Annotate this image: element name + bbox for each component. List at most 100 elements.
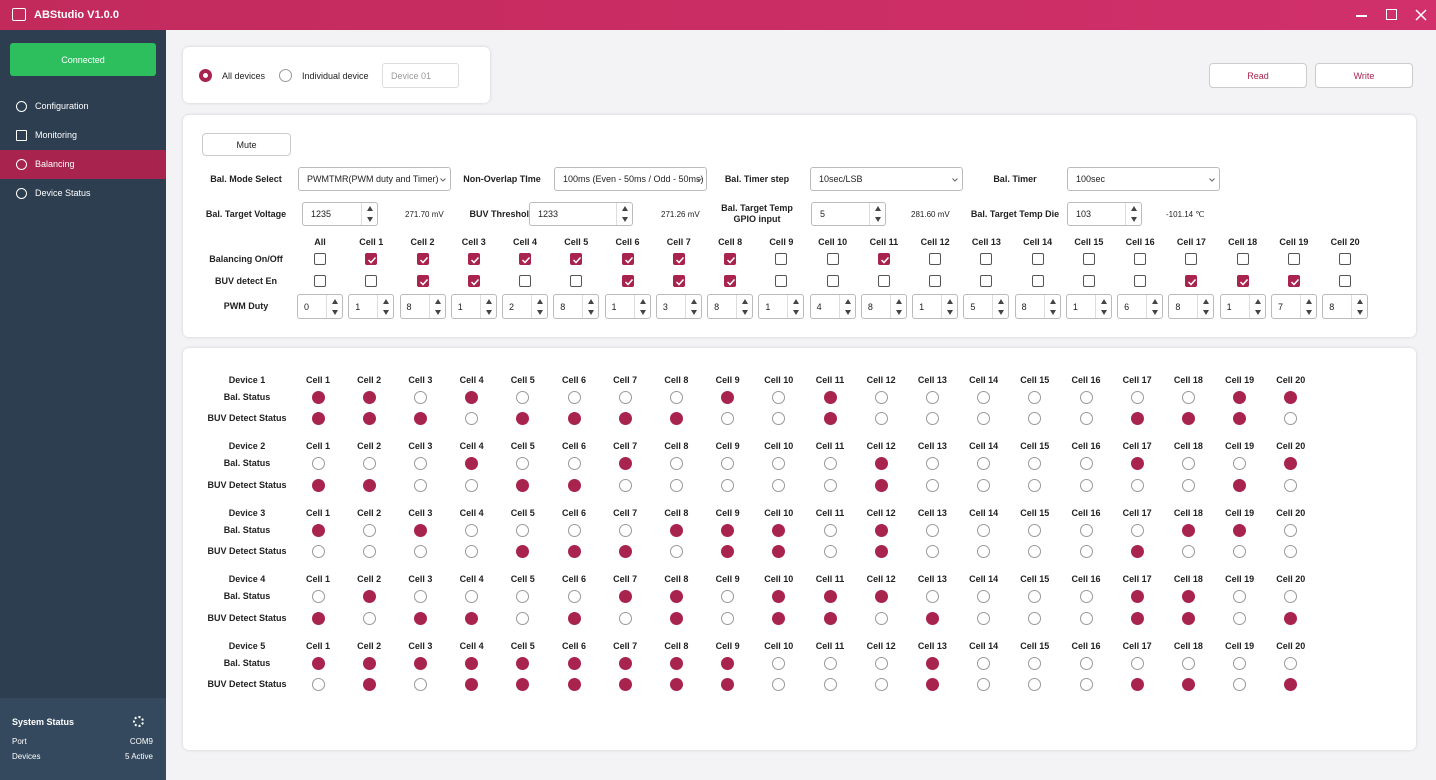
spinner[interactable] [889, 295, 906, 318]
spinner[interactable] [1043, 295, 1060, 318]
radio[interactable] [279, 69, 292, 82]
settings-icon[interactable] [133, 716, 144, 727]
minimize[interactable] [1356, 15, 1367, 17]
nav-item[interactable]: Balancing [0, 150, 166, 179]
checkbox[interactable] [519, 253, 532, 265]
number-input[interactable]: 103 [1067, 202, 1142, 226]
pwm-input[interactable]: 6 [1117, 294, 1164, 319]
checkbox[interactable] [1236, 275, 1249, 287]
checkbox[interactable] [1287, 275, 1300, 287]
checkbox[interactable] [416, 275, 429, 287]
spinner[interactable] [1125, 203, 1141, 225]
action-button[interactable]: Read [1209, 63, 1307, 88]
close[interactable] [1413, 7, 1429, 23]
action-button[interactable]: Write [1315, 63, 1413, 88]
pwm-input[interactable]: 2 [502, 294, 549, 319]
checkbox[interactable] [416, 253, 429, 265]
spinner[interactable] [361, 203, 377, 225]
checkbox[interactable] [365, 275, 378, 287]
checkbox[interactable] [877, 275, 890, 287]
dropdown[interactable]: 100sec [1067, 167, 1220, 191]
pwm-input[interactable]: 1 [348, 294, 395, 319]
spinner[interactable] [1351, 295, 1367, 318]
checkbox[interactable] [1134, 275, 1147, 287]
pwm-input[interactable]: 1 [1065, 294, 1112, 319]
pwm-input[interactable]: 8 [707, 294, 754, 319]
checkbox[interactable] [980, 275, 993, 287]
pwm-input[interactable]: 8 [860, 294, 907, 319]
device-dropdown[interactable]: Device 01 [382, 63, 459, 88]
spinner[interactable] [992, 295, 1008, 318]
number-input[interactable]: 1235 [302, 202, 378, 226]
spinner[interactable] [531, 295, 547, 318]
dropdown[interactable]: 100ms (Even - 50ms / Odd - 50ms) [554, 167, 707, 191]
pwm-input[interactable]: 1 [604, 294, 651, 319]
spinner[interactable] [428, 295, 445, 318]
checkbox[interactable] [775, 275, 788, 287]
connect-button[interactable]: Connected [10, 43, 156, 76]
spinner[interactable] [787, 295, 803, 318]
spinner[interactable] [869, 203, 885, 225]
checkbox[interactable] [570, 275, 583, 287]
pwm-input[interactable]: 1 [450, 294, 497, 319]
pwm-input[interactable]: 1 [1219, 294, 1266, 319]
checkbox[interactable] [826, 253, 839, 265]
checkbox[interactable] [1185, 253, 1198, 265]
checkbox[interactable] [519, 275, 532, 287]
pwm-input[interactable]: 0 [297, 294, 343, 319]
dropdown[interactable]: 10sec/LSB [810, 167, 963, 191]
spinner[interactable] [684, 295, 701, 318]
checkbox[interactable] [929, 275, 942, 287]
checkbox[interactable] [467, 253, 480, 265]
checkbox[interactable] [724, 253, 737, 265]
checkbox[interactable] [365, 253, 378, 265]
pwm-input[interactable]: 8 [1014, 294, 1061, 319]
pwm-input[interactable]: 3 [655, 294, 702, 319]
checkbox[interactable] [1082, 275, 1095, 287]
checkbox[interactable] [1236, 253, 1249, 265]
checkbox[interactable] [467, 275, 480, 287]
checkbox[interactable] [672, 253, 685, 265]
pwm-input[interactable]: 8 [1168, 294, 1215, 319]
pwm-input[interactable]: 8 [553, 294, 600, 319]
spinner[interactable] [1094, 295, 1111, 318]
checkbox[interactable] [980, 253, 993, 265]
number-input[interactable]: 1233 [529, 202, 633, 226]
spinner[interactable] [377, 295, 393, 318]
checkbox[interactable] [621, 275, 634, 287]
spinner[interactable] [1146, 295, 1162, 318]
pwm-input[interactable]: 5 [963, 294, 1010, 319]
pwm-input[interactable]: 4 [809, 294, 856, 319]
pwm-input[interactable]: 8 [399, 294, 446, 319]
spinner[interactable] [326, 295, 342, 318]
checkbox[interactable] [1287, 253, 1300, 265]
pwm-input[interactable]: 1 [912, 294, 959, 319]
checkbox[interactable] [1339, 253, 1352, 265]
checkbox[interactable] [1031, 253, 1044, 265]
checkbox[interactable] [724, 275, 737, 287]
radio[interactable] [199, 69, 212, 82]
spinner[interactable] [1197, 295, 1213, 318]
checkbox[interactable] [877, 253, 890, 265]
spinner[interactable] [736, 295, 752, 318]
spinner[interactable] [582, 295, 598, 318]
number-input[interactable]: 5 [811, 202, 886, 226]
nav-item[interactable]: Monitoring [0, 121, 166, 150]
pwm-input[interactable]: 1 [758, 294, 805, 319]
mute-button[interactable]: Mute [202, 133, 291, 156]
spinner[interactable] [479, 295, 496, 318]
spinner[interactable] [1299, 295, 1316, 318]
spinner[interactable] [941, 295, 957, 318]
checkbox[interactable] [1082, 253, 1095, 265]
checkbox[interactable] [1134, 253, 1147, 265]
nav-item[interactable]: Device Status [0, 179, 166, 208]
nav-item[interactable]: Configuration [0, 92, 166, 121]
spinner[interactable] [633, 295, 650, 318]
spinner[interactable] [616, 203, 632, 225]
checkbox[interactable] [1185, 275, 1198, 287]
checkbox[interactable] [1031, 275, 1044, 287]
checkbox[interactable] [1339, 275, 1352, 287]
pwm-input[interactable]: 7 [1270, 294, 1317, 319]
checkbox[interactable] [672, 275, 685, 287]
checkbox[interactable] [621, 253, 634, 265]
